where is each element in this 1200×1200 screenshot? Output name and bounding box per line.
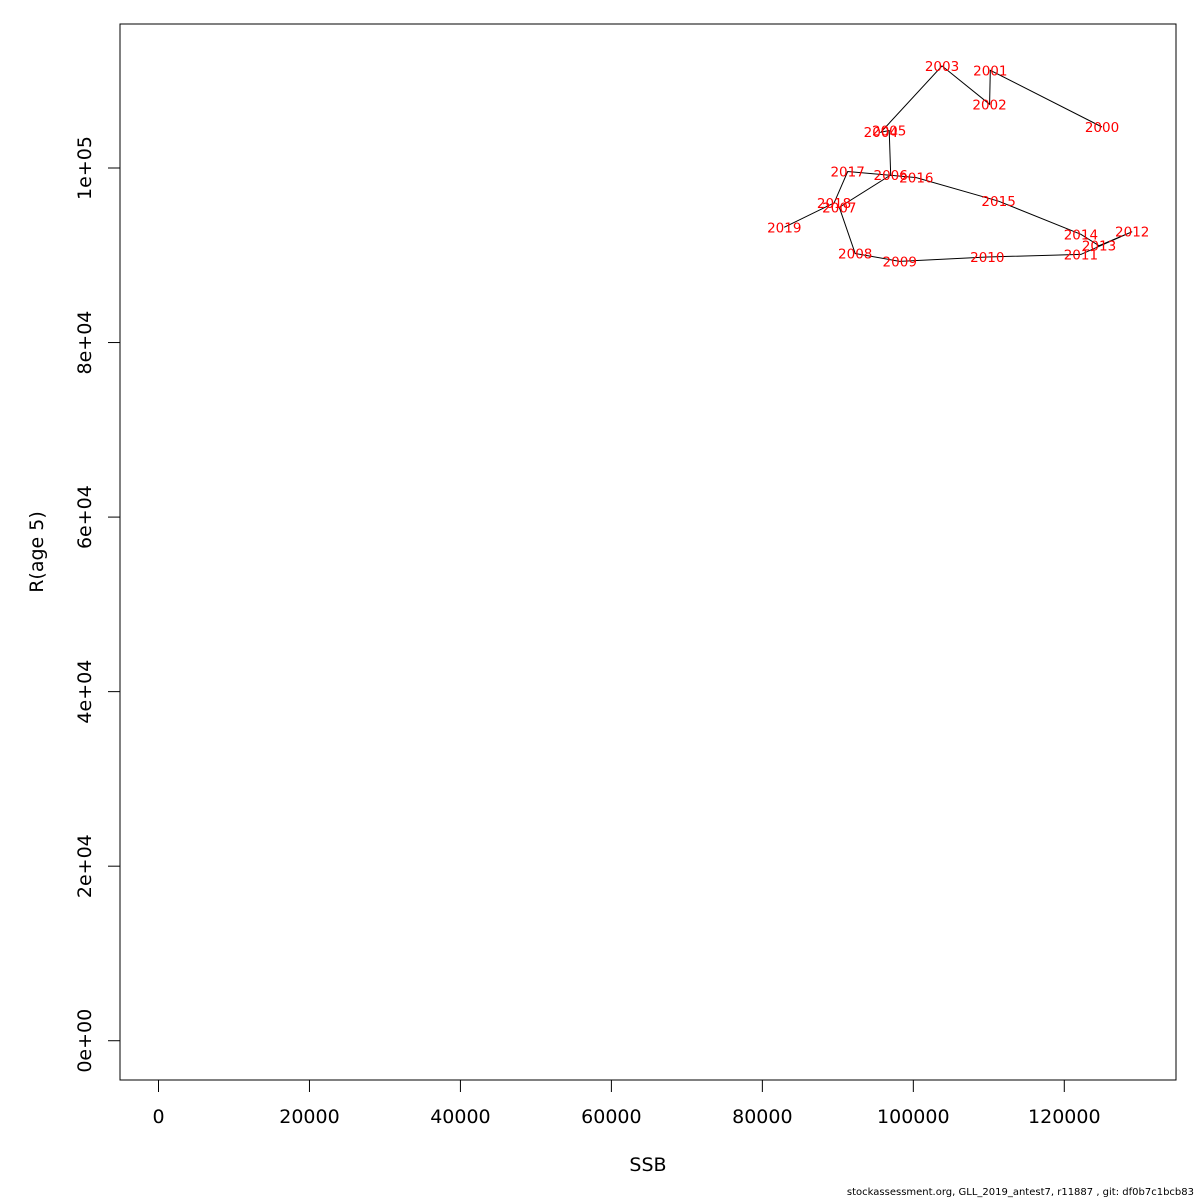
point-label-2003: 2003 xyxy=(925,59,959,75)
point-label-2009: 2009 xyxy=(883,254,917,270)
trajectory-line xyxy=(783,65,1133,262)
footer-credit: stockassessment.org, GLL_2019_antest7, r… xyxy=(846,1187,1194,1198)
y-tick-label: 2e+04 xyxy=(74,834,96,898)
x-axis-title: SSB xyxy=(629,1154,666,1176)
y-tick-label: 1e+05 xyxy=(74,136,96,200)
plot-frame xyxy=(119,23,1177,1081)
x-axis: 0 20000 40000 60000 80000 100000 120000 xyxy=(152,1079,1101,1128)
point-label-2000: 2000 xyxy=(1085,120,1119,136)
x-tick-label: 40000 xyxy=(430,1106,490,1128)
point-label-2004: 2004 xyxy=(864,125,898,141)
y-tick-label: 6e+04 xyxy=(74,485,96,549)
point-label-2005: 2005 xyxy=(872,123,906,139)
y-axis-title: R(age 5) xyxy=(26,511,48,593)
point-label-2007: 2007 xyxy=(822,200,856,216)
point-label-2015: 2015 xyxy=(981,194,1015,210)
point-label-2002: 2002 xyxy=(972,97,1006,113)
y-tick-label: 0e+00 xyxy=(74,1009,96,1073)
point-label-2019: 2019 xyxy=(767,220,801,236)
x-tick-label: 20000 xyxy=(279,1106,339,1128)
point-label-2014: 2014 xyxy=(1064,227,1098,243)
y-axis: 0e+00 2e+04 4e+04 6e+04 8e+04 1e+05 xyxy=(74,136,121,1073)
point-label-2013: 2013 xyxy=(1082,239,1116,255)
y-tick-label: 4e+04 xyxy=(74,660,96,724)
point-label-2018: 2018 xyxy=(817,196,851,212)
x-tick-label: 0 xyxy=(152,1106,164,1128)
point-label-2010: 2010 xyxy=(970,250,1004,266)
point-label-2017: 2017 xyxy=(830,164,864,180)
x-tick-label: 120000 xyxy=(1028,1106,1101,1128)
point-label-2008: 2008 xyxy=(838,247,872,263)
point-label-2011: 2011 xyxy=(1064,247,1098,263)
point-label-2001: 2001 xyxy=(973,63,1007,79)
x-tick-label: 80000 xyxy=(732,1106,792,1128)
x-tick-label: 100000 xyxy=(877,1106,950,1128)
point-label-2006: 2006 xyxy=(873,168,907,184)
point-label-2016: 2016 xyxy=(899,171,933,187)
y-tick-label: 8e+04 xyxy=(74,311,96,375)
x-tick-label: 60000 xyxy=(581,1106,641,1128)
point-label-2012: 2012 xyxy=(1115,225,1149,241)
